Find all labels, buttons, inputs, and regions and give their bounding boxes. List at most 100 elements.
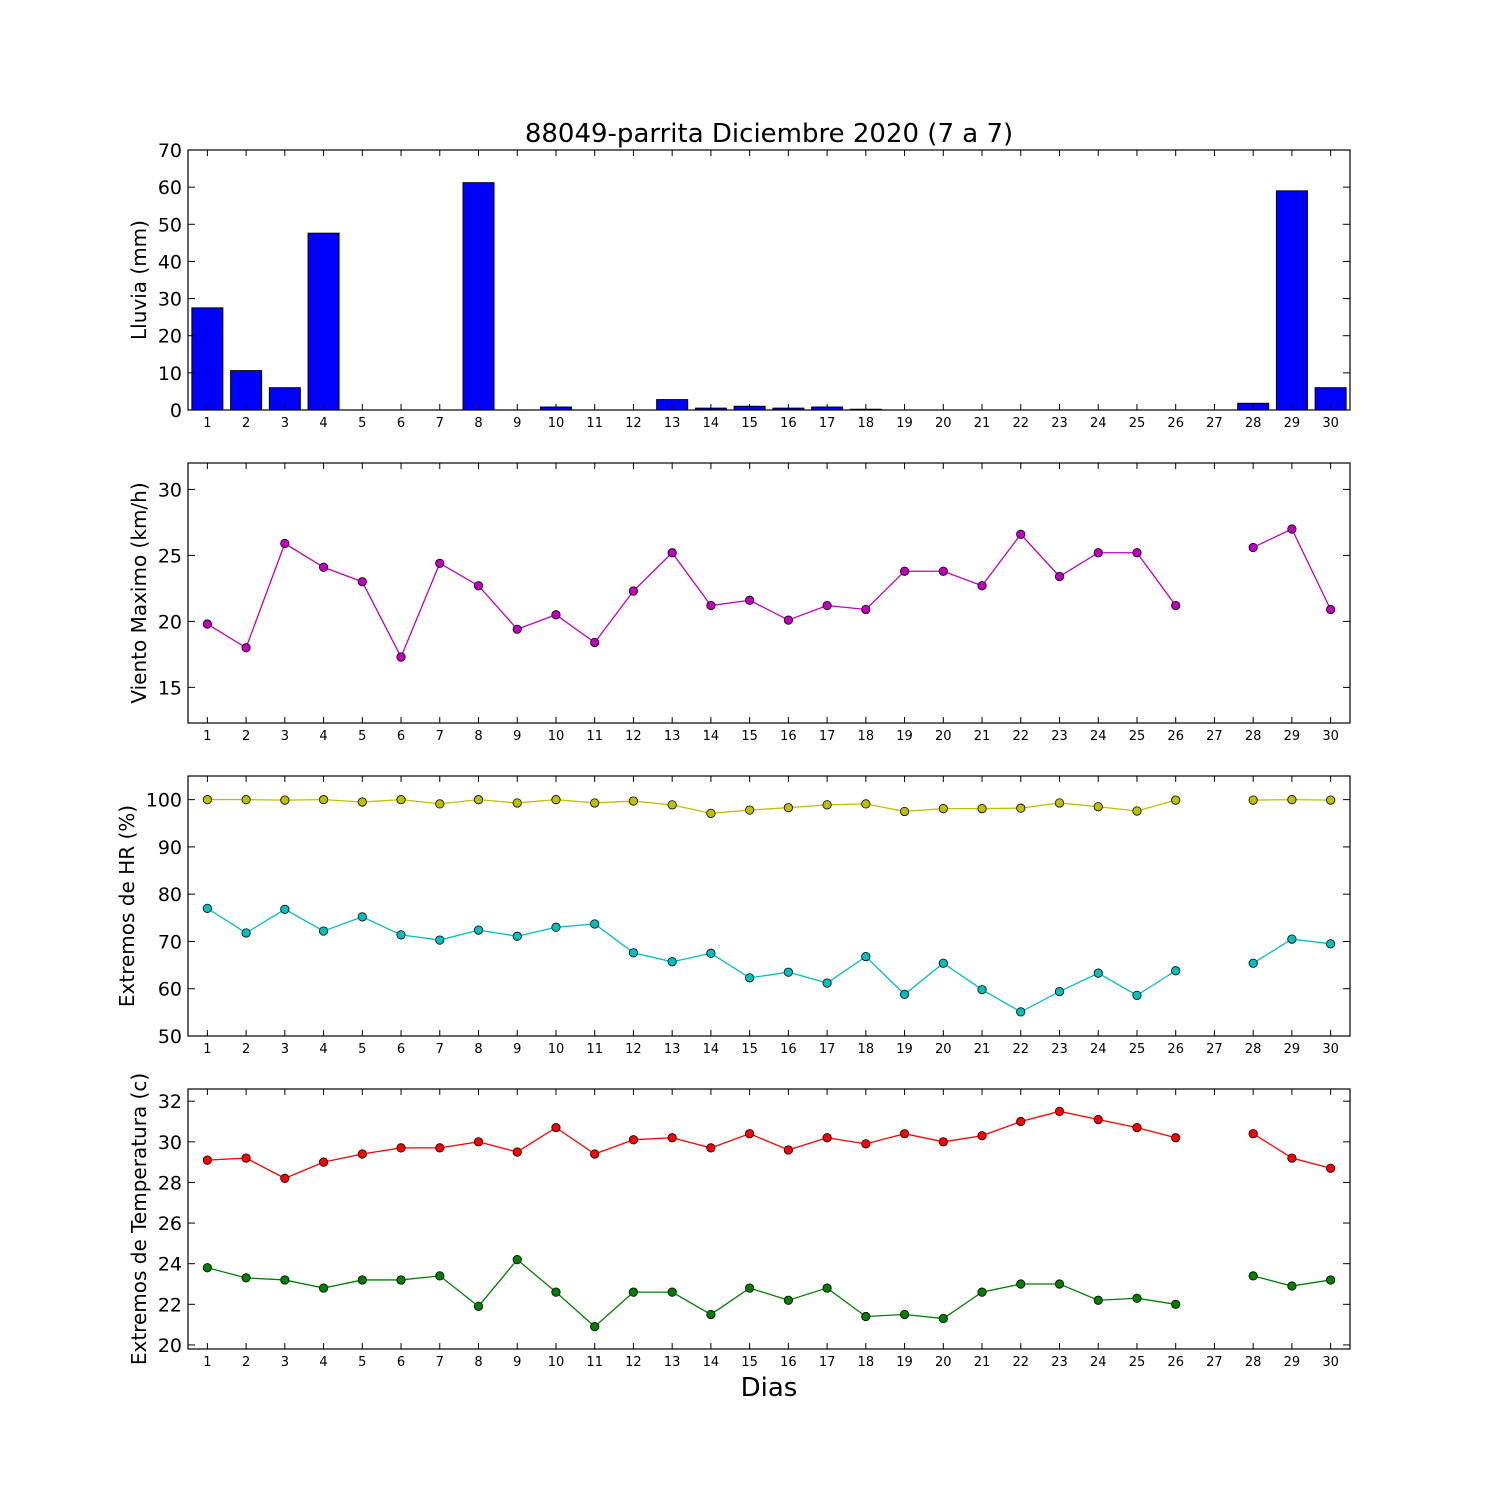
data-point	[1287, 1153, 1297, 1163]
data-point	[512, 931, 522, 941]
plot-frame	[187, 1088, 1351, 1350]
plot-frame	[187, 775, 1351, 1037]
x-tick-label: 22	[1012, 1042, 1029, 1057]
x-tick-label: 20	[935, 1042, 952, 1057]
x-tick-label: 10	[548, 1355, 565, 1370]
x-tick-label: 5	[358, 1042, 366, 1057]
data-point	[745, 595, 755, 605]
x-tick-label: 4	[319, 1042, 327, 1057]
x-tick-label: 6	[397, 1042, 405, 1057]
x-tick-label: 24	[1090, 729, 1107, 744]
x-tick-label: 11	[586, 1042, 603, 1057]
data-point	[396, 1275, 406, 1285]
x-tick-label: 7	[436, 1355, 444, 1370]
data-point	[783, 967, 793, 977]
data-point	[822, 1133, 832, 1143]
x-tick-label: 7	[436, 416, 444, 431]
x-tick-label: 3	[281, 729, 289, 744]
data-point	[745, 1283, 755, 1293]
data-point	[1248, 1271, 1258, 1281]
rain-bar	[230, 370, 263, 411]
data-point	[1054, 571, 1065, 582]
x-tick-label: 3	[281, 1355, 289, 1370]
y-tick-label: 50	[158, 1026, 182, 1048]
data-point	[861, 951, 871, 962]
y-tick-label: 24	[158, 1254, 182, 1276]
y-tick-label: 60	[158, 979, 182, 1001]
data-point	[1326, 604, 1336, 615]
x-tick-label: 4	[319, 1355, 327, 1370]
data-point	[822, 800, 832, 810]
x-tick-label: 24	[1090, 416, 1107, 431]
x-tick-label: 16	[780, 729, 797, 744]
y-tick-label: 40	[158, 251, 182, 273]
x-tick-label: 8	[474, 729, 482, 744]
data-point	[280, 795, 290, 805]
y-tick-label: 0	[170, 400, 182, 422]
x-tick-label: 14	[703, 1042, 720, 1057]
data-point	[977, 985, 987, 995]
y-tick-label: 22	[158, 1294, 182, 1316]
x-tick-label: 17	[819, 1042, 836, 1057]
data-point	[938, 566, 948, 576]
data-point	[667, 1287, 677, 1297]
x-tick-label: 16	[780, 1355, 797, 1370]
data-point	[473, 925, 484, 935]
data-point	[551, 1287, 561, 1297]
data-point	[396, 652, 406, 662]
y-tick-label: 80	[158, 884, 182, 906]
x-tick-label: 26	[1167, 416, 1184, 431]
x-tick-label: 5	[358, 1355, 366, 1370]
y-tick-label: 70	[158, 140, 182, 162]
data-point	[318, 1157, 329, 1167]
x-tick-label: 15	[741, 416, 758, 431]
x-tick-label: 19	[896, 1355, 913, 1370]
data-point	[706, 1309, 716, 1320]
x-tick-label: 2	[242, 1355, 250, 1370]
x-tick-label: 21	[974, 1355, 991, 1370]
x-tick-label: 1	[203, 416, 211, 431]
data-point	[280, 538, 290, 549]
data-point	[822, 978, 832, 988]
x-tick-label: 26	[1167, 729, 1184, 744]
data-point	[241, 795, 251, 805]
data-point	[1132, 1293, 1142, 1303]
data-point	[1054, 986, 1065, 997]
x-tick-label: 17	[819, 416, 836, 431]
data-point	[861, 799, 871, 809]
data-point	[706, 1143, 716, 1153]
x-tick-label: 9	[513, 1355, 521, 1370]
data-point	[628, 1287, 639, 1297]
data-point	[512, 1147, 522, 1157]
x-tick-label: 10	[548, 1042, 565, 1057]
x-tick-label: 25	[1129, 1042, 1146, 1057]
x-tick-label: 21	[974, 729, 991, 744]
data-point	[202, 1263, 212, 1273]
rain-bar	[191, 307, 224, 411]
x-tick-label: 20	[935, 729, 952, 744]
x-tick-label: 11	[586, 1355, 603, 1370]
data-point	[628, 586, 639, 596]
y-axis-label: Extremos de Temperatura (c)	[127, 1073, 151, 1365]
data-point	[1016, 803, 1026, 813]
series-2	[202, 903, 1336, 1017]
x-tick-label: 2	[242, 416, 250, 431]
series-1	[202, 524, 1336, 662]
data-point	[628, 1135, 639, 1145]
x-tick-label: 13	[664, 1355, 681, 1370]
series-1	[202, 795, 1336, 818]
x-tick-label: 23	[1051, 416, 1068, 431]
data-point	[745, 1129, 755, 1139]
data-point	[396, 1143, 406, 1153]
x-tick-label: 20	[935, 416, 952, 431]
data-point	[202, 1155, 212, 1165]
series-1	[202, 1106, 1336, 1183]
x-tick-label: 7	[436, 1042, 444, 1057]
data-point	[1326, 1275, 1336, 1285]
data-point	[1248, 1129, 1258, 1139]
x-tick-label: 13	[664, 416, 681, 431]
x-tick-label: 6	[397, 416, 405, 431]
x-tick-label: 1	[203, 1042, 211, 1057]
data-point	[318, 562, 329, 572]
